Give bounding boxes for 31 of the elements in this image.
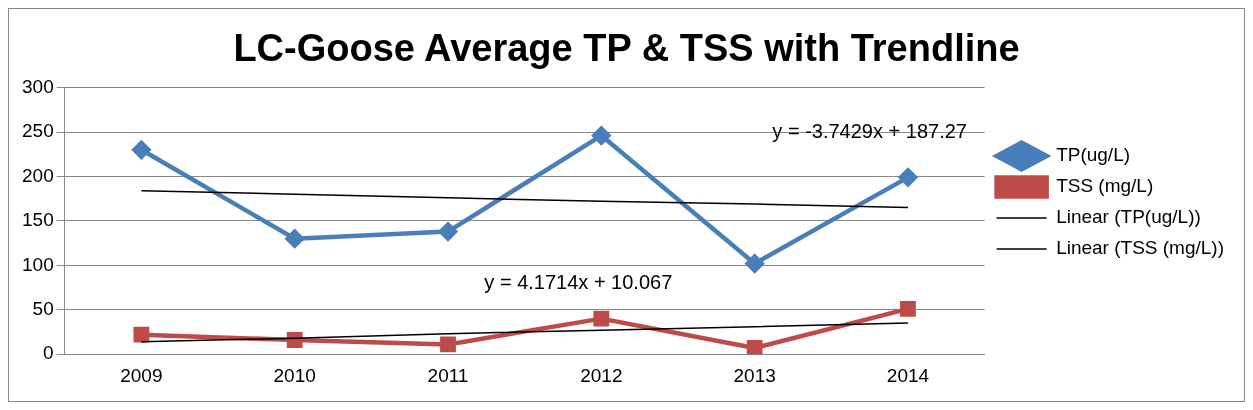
point xyxy=(900,300,916,317)
point xyxy=(593,310,610,327)
y-tick-label: 150 xyxy=(22,209,54,231)
annotation: y = 4.1714x + 10.067 xyxy=(484,270,673,293)
point xyxy=(440,336,456,353)
x-tick-label: 2013 xyxy=(733,364,776,386)
point xyxy=(898,168,918,187)
x-tick-label: 2009 xyxy=(120,364,163,386)
y-tick-label: 250 xyxy=(22,120,54,142)
y-tick-label: 50 xyxy=(32,298,54,319)
point xyxy=(438,222,458,241)
point xyxy=(132,140,151,160)
point xyxy=(745,254,764,273)
y-tick-label: 200 xyxy=(22,164,54,186)
point xyxy=(592,126,611,145)
point xyxy=(133,326,150,343)
legend-label: TSS (mg/L) xyxy=(1056,175,1154,197)
y-tick-label: 300 xyxy=(22,75,54,97)
x-tick-label: 2010 xyxy=(273,364,316,386)
legend-label: Linear (TP(ug/L)) xyxy=(1056,206,1201,228)
x-tick-label: 2011 xyxy=(427,364,469,386)
point xyxy=(746,340,763,355)
legend-label: TP(ug/L) xyxy=(1056,144,1131,166)
x-tick-label: 2012 xyxy=(580,364,623,386)
x-tick-label: 2014 xyxy=(886,364,930,386)
legend-label: Linear (TSS (mg/L)) xyxy=(1056,237,1224,259)
y-tick-label: 100 xyxy=(22,253,54,275)
chart-title: LC-Goose Average TP & TSS with Trendline xyxy=(233,27,1020,70)
annotation: y = -3.7429x + 187.27 xyxy=(772,119,967,142)
point xyxy=(285,229,304,248)
y-tick-label: 0 xyxy=(43,342,54,364)
